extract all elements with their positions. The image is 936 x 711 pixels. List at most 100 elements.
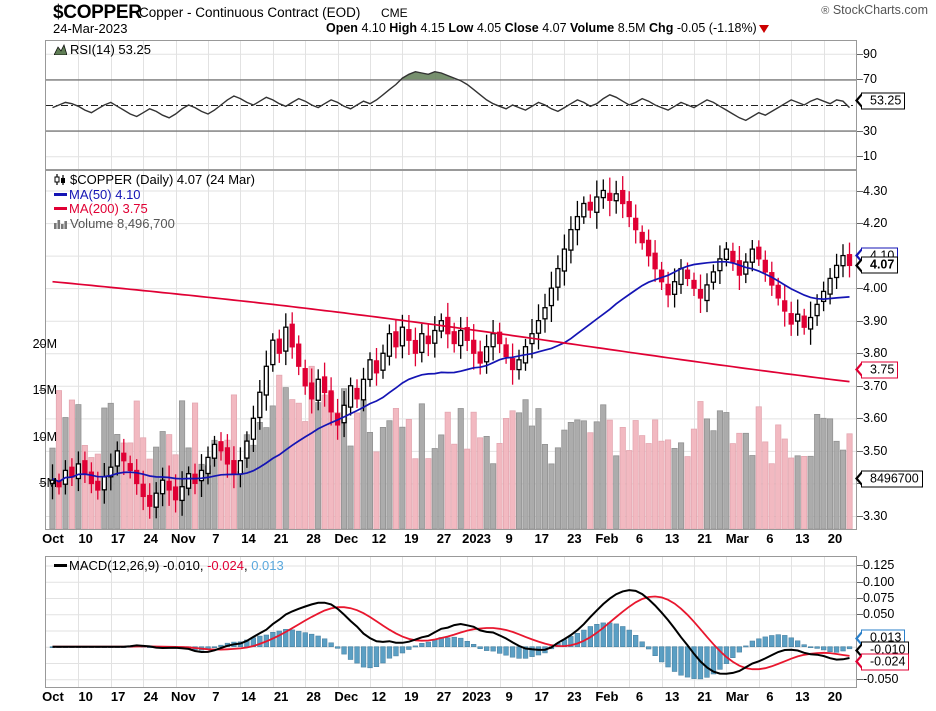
rsi-axis-90: 90 bbox=[863, 46, 877, 61]
date-label-13: 13 bbox=[664, 531, 680, 546]
date-label-28: 28 bbox=[306, 689, 321, 704]
date-label-23: 23 bbox=[567, 689, 582, 704]
quote-date: 24-Mar-2023 bbox=[53, 21, 128, 36]
macd-legend-row: MACD(12,26,9) -0.010, -0.024, 0.013 bbox=[54, 558, 284, 574]
volume-legend-text: Volume 8,496,700 bbox=[70, 215, 175, 231]
volume-value-tag: 8496700 bbox=[861, 470, 923, 488]
price-axis-350: 3.50 bbox=[863, 443, 888, 458]
price-axis-380-tick bbox=[857, 353, 863, 355]
down-triangle-icon bbox=[758, 25, 769, 33]
price-panel bbox=[45, 170, 857, 530]
date-label-dec: Dec bbox=[334, 689, 359, 704]
chg-label: Chg bbox=[649, 21, 674, 35]
macd-panel bbox=[45, 556, 857, 688]
price-axis-430-tick bbox=[857, 190, 863, 192]
date-label-oct: Oct bbox=[42, 689, 64, 704]
price-axis-430: 4.30 bbox=[863, 183, 888, 198]
date-label-17: 17 bbox=[110, 689, 126, 704]
rsi-axis-10: 10 bbox=[863, 149, 877, 164]
rsi-chart-svg bbox=[46, 41, 856, 169]
ma200-legend-row: MA(200) 3.75 bbox=[54, 201, 255, 217]
date-label-2023: 2023 bbox=[462, 689, 492, 704]
macd-comma-1: , bbox=[199, 558, 204, 573]
open-label: Open bbox=[326, 21, 358, 35]
date-label-17: 17 bbox=[534, 531, 549, 546]
high-label: High bbox=[389, 21, 418, 35]
date-label-27: 27 bbox=[436, 531, 452, 546]
price-axis-350-tick bbox=[857, 450, 863, 452]
rsi-current-value-tag: 53.25 bbox=[861, 92, 906, 110]
volume-axis-20m-tick bbox=[39, 344, 45, 346]
macd-axis-0100: 0.100 bbox=[863, 574, 895, 589]
price-axis-420-tick bbox=[857, 223, 863, 225]
hist-legend-value: 0.013 bbox=[251, 558, 284, 573]
date-axis-top: Oct 10 17 24 Nov 7 14 21 28 Dec 12 19 27 2023 9 17 23 Feb… bbox=[42, 531, 857, 553]
price-axis-380: 3.80 bbox=[863, 346, 888, 361]
price-axis-330: 3.30 bbox=[863, 508, 888, 523]
price-axis-360-tick bbox=[857, 418, 863, 420]
date-label-24: 24 bbox=[143, 689, 158, 704]
date-label-6: 6 bbox=[766, 689, 774, 704]
date-label-6: 6 bbox=[635, 689, 644, 704]
date-label-17: 17 bbox=[534, 689, 549, 704]
price-legend: $COPPER (Daily) 4.07 (24 Mar) MA(50) 4.1… bbox=[54, 172, 255, 231]
open-value: 4.10 bbox=[361, 21, 386, 35]
rsi-axis-30-tick bbox=[857, 130, 863, 132]
rsi-plot bbox=[46, 41, 856, 169]
ticker-description: Copper - Continuous Contract (EOD) bbox=[139, 5, 361, 20]
price-axis-370: 3.70 bbox=[863, 378, 888, 393]
date-label-9: 9 bbox=[505, 689, 513, 704]
macd-axis-n0050-tick bbox=[857, 679, 863, 681]
macd-legend-name: MACD(12,26,9) bbox=[69, 558, 160, 573]
date-label-mar: Mar bbox=[725, 531, 749, 546]
price-axis-330-tick bbox=[857, 515, 863, 517]
chart-header: $COPPER Copper - Continuous Contract (EO… bbox=[0, 0, 936, 40]
macd-legend-value: -0.010 bbox=[162, 558, 200, 573]
volume-value: 8.5M bbox=[617, 21, 646, 35]
date-label-24: 24 bbox=[143, 531, 158, 546]
date-label-23: 23 bbox=[567, 531, 582, 546]
high-value: 4.15 bbox=[420, 21, 445, 35]
price-axis-400-tick bbox=[857, 288, 863, 290]
date-label-14: 14 bbox=[241, 531, 256, 546]
ma50-swatch-icon bbox=[54, 192, 67, 196]
close-value: 4.07 bbox=[542, 21, 567, 35]
price-axis-390: 3.90 bbox=[863, 313, 888, 328]
ma200-legend-text: MA(200) 3.75 bbox=[69, 201, 148, 216]
rsi-mountain-icon bbox=[53, 44, 68, 56]
volume-bars-icon bbox=[54, 218, 67, 229]
date-label-12: 12 bbox=[371, 531, 387, 546]
date-label-21: 21 bbox=[697, 531, 712, 546]
macd-signal-tag: -0.024 bbox=[861, 653, 910, 671]
low-value: 4.05 bbox=[476, 21, 502, 35]
ma50-legend-text: MA(50) 4.10 bbox=[69, 186, 141, 202]
macd-axis-0050: 0.050 bbox=[863, 607, 895, 622]
ticker-symbol: $COPPER bbox=[53, 2, 142, 23]
registered-icon: ® bbox=[821, 5, 830, 17]
low-label: Low bbox=[448, 21, 474, 35]
macd-axis-n0050: -0.050 bbox=[863, 672, 899, 687]
date-axis-bottom: Oct 10 17 24 Nov 7 14 21 28 Dec 12 19 27 2023 9 17 23 Feb… bbox=[42, 689, 857, 711]
macd-legend: MACD(12,26,9) -0.010, -0.024, 0.013 bbox=[54, 558, 284, 574]
rsi-legend-row: RSI(14) 53.25 bbox=[53, 42, 151, 58]
macd-axis-0075-tick bbox=[857, 597, 863, 599]
close-label: Close bbox=[504, 21, 539, 35]
signal-legend-value: -0.024 bbox=[207, 558, 244, 573]
chg-value: -0.05 (-1.18%) bbox=[676, 21, 757, 35]
rsi-axis-70-tick bbox=[857, 79, 863, 81]
ma50-legend-row: MA(50) 4.10 bbox=[54, 186, 255, 203]
price-axis-370-tick bbox=[857, 385, 863, 387]
date-label-27: 27 bbox=[436, 689, 452, 704]
date-label-2023: 2023 bbox=[462, 531, 492, 546]
rsi-legend: RSI(14) 53.25 bbox=[53, 42, 151, 58]
rsi-axis-30: 30 bbox=[863, 123, 877, 138]
date-label-13: 13 bbox=[664, 689, 680, 704]
date-label-20: 20 bbox=[827, 689, 843, 704]
volume-axis-10m-tick bbox=[39, 436, 45, 438]
date-label-9: 9 bbox=[505, 531, 513, 546]
date-label-dec: Dec bbox=[334, 531, 359, 546]
macd-axis-0050-tick bbox=[857, 614, 863, 616]
volume-axis-5m-tick bbox=[39, 482, 45, 484]
date-label-feb: Feb bbox=[595, 689, 619, 704]
